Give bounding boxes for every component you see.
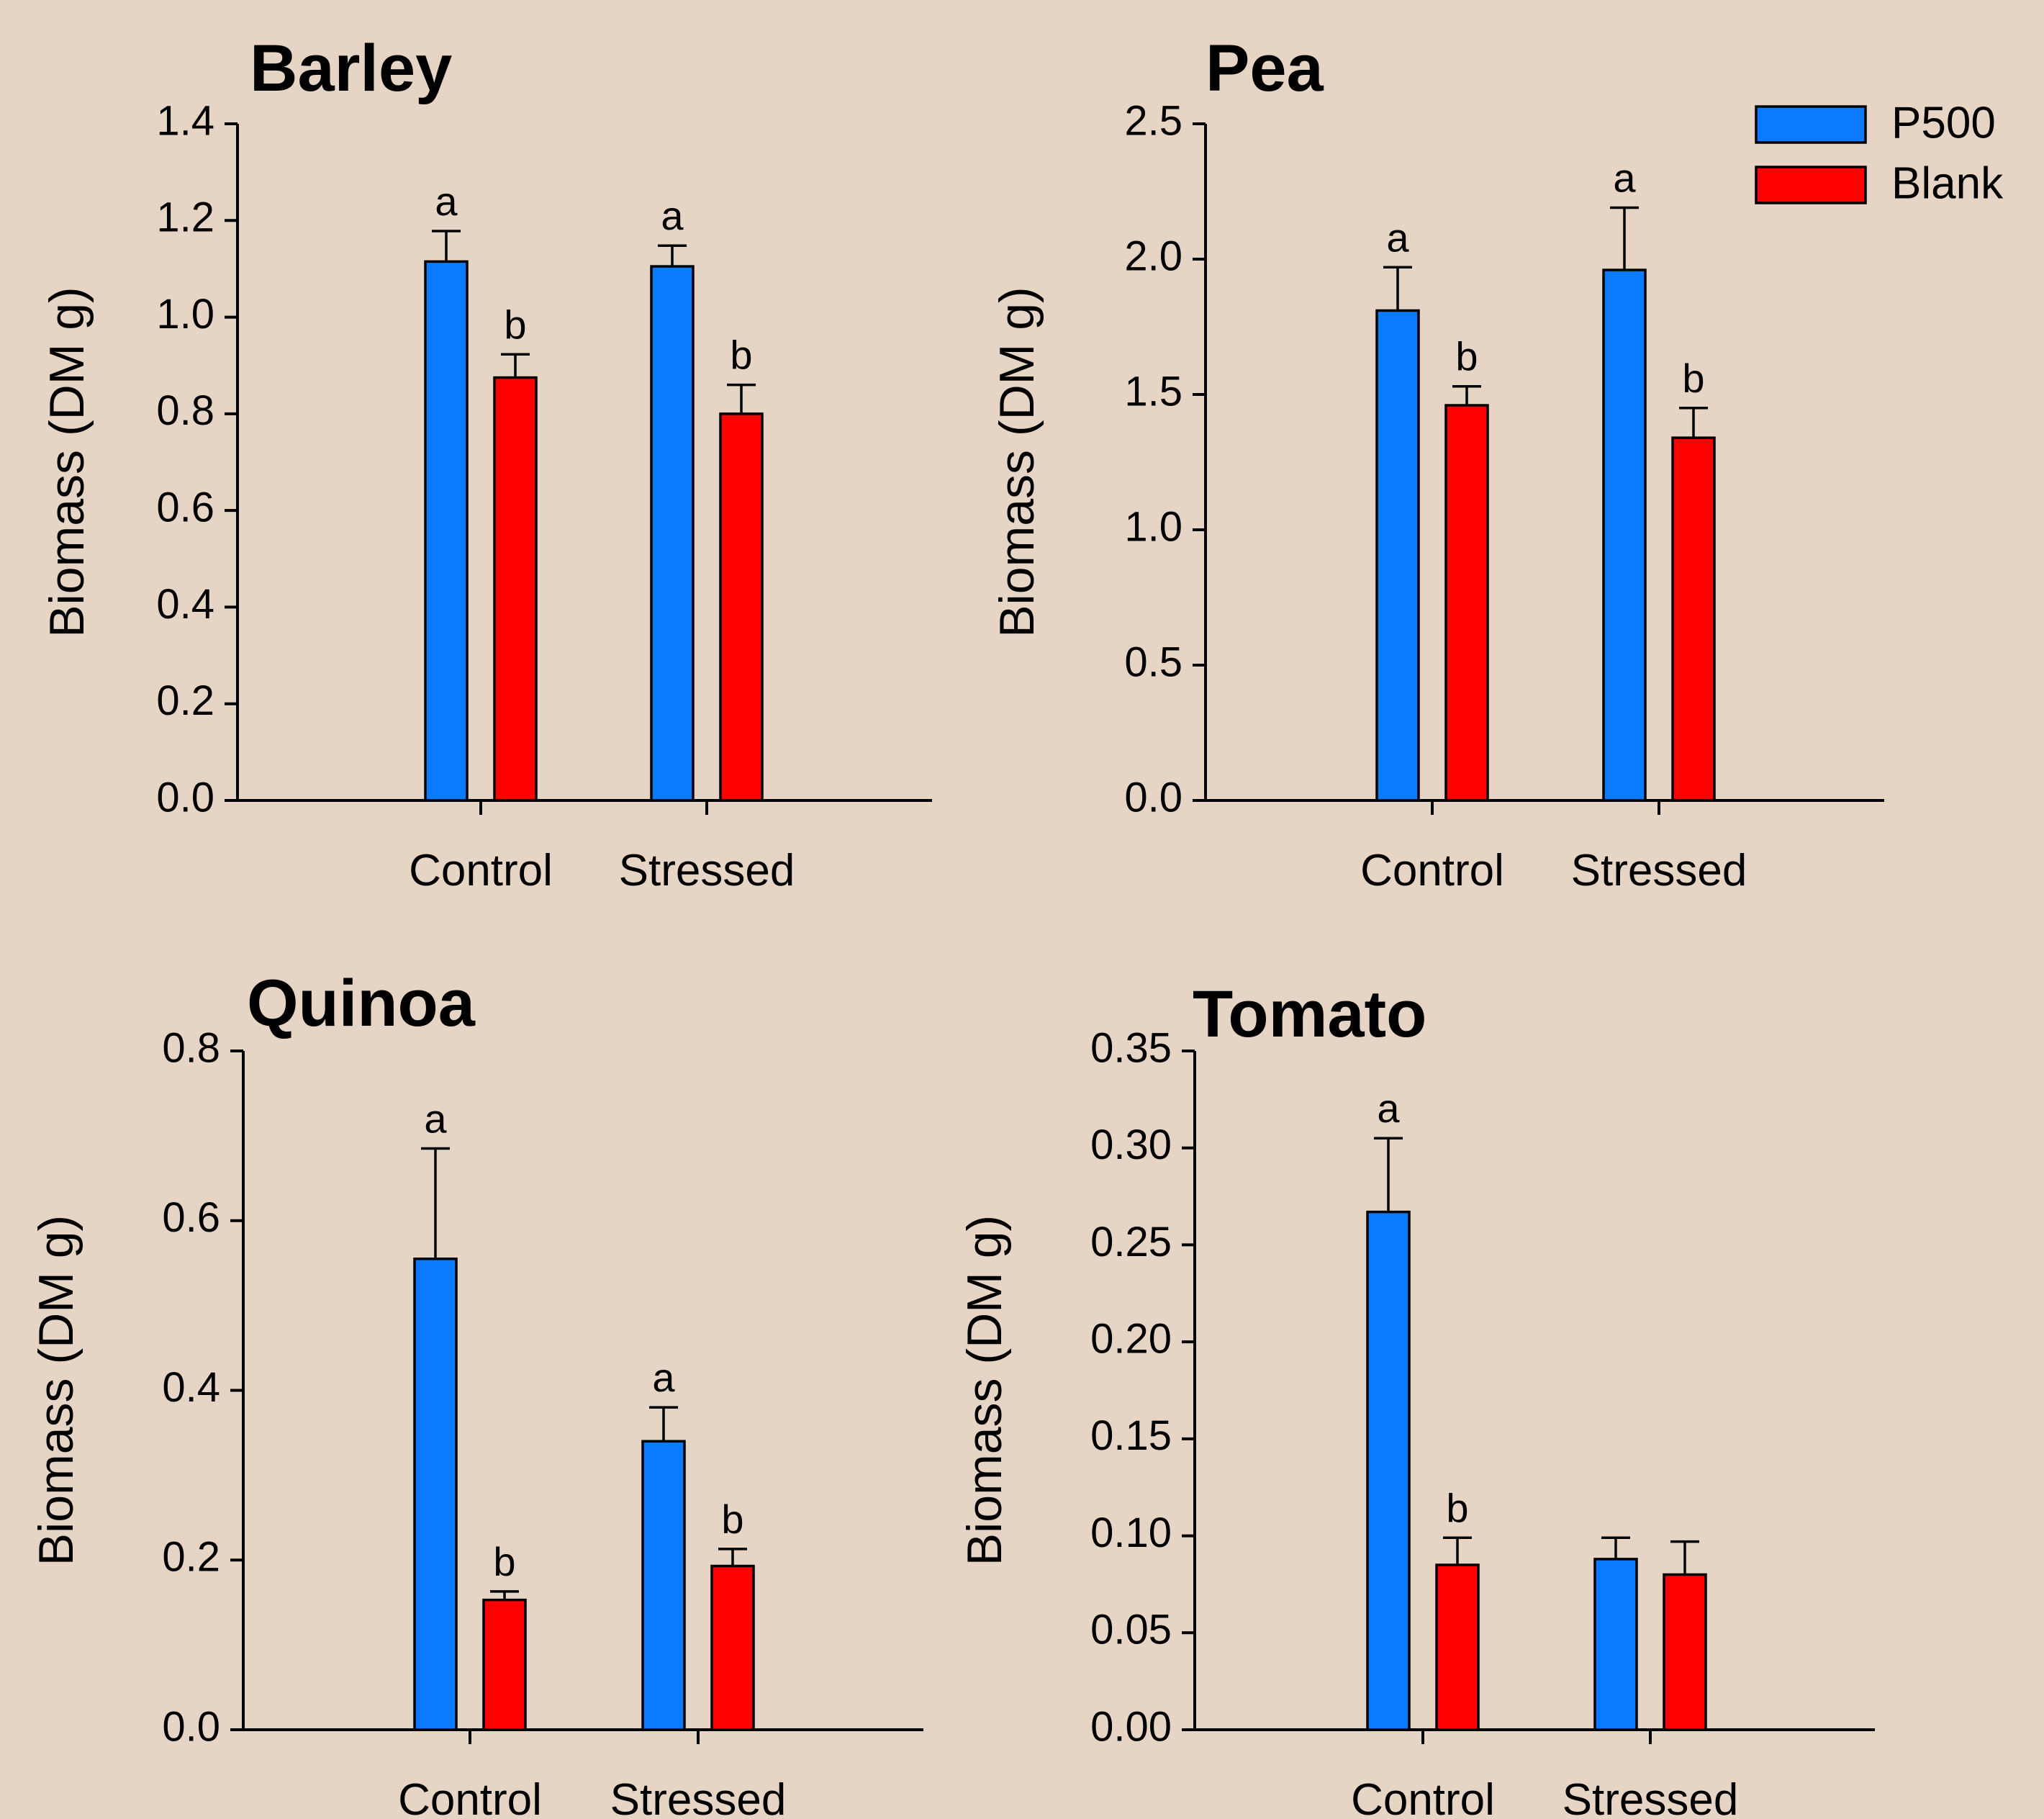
significance-letter: b	[1682, 356, 1704, 401]
bar-blank-stressed	[1671, 436, 1716, 802]
y-tick-label: 1.0	[156, 291, 214, 338]
significance-letter: a	[435, 179, 458, 224]
y-tick-label: 0.4	[156, 581, 214, 628]
significance-letter: a	[1613, 155, 1636, 201]
x-category-label-control: Control	[1360, 846, 1504, 895]
x-category-label-stressed: Stressed	[1563, 1775, 1739, 1819]
bar-blank-control	[1444, 404, 1489, 802]
significance-letter: b	[730, 333, 752, 378]
y-tick-label: 0.0	[162, 1703, 220, 1750]
legend-swatch-p500	[1755, 105, 1867, 144]
significance-letter: a	[1386, 215, 1409, 260]
y-tick-label: 0.05	[1090, 1607, 1172, 1653]
significance-letter: a	[652, 1355, 675, 1400]
panel-title: Tomato	[1193, 978, 1426, 1051]
bar-p500-stressed	[641, 1440, 686, 1731]
y-tick-label: 0.4	[162, 1364, 220, 1411]
x-category-label-stressed: Stressed	[619, 846, 795, 895]
y-tick-label: 0.2	[156, 677, 214, 724]
bar-blank-control	[1435, 1563, 1480, 1731]
bar-blank-stressed	[719, 412, 764, 802]
y-tick-label: 0.8	[162, 1024, 220, 1071]
y-tick-label: 0.10	[1090, 1509, 1172, 1556]
legend-label-p500: P500	[1891, 98, 1996, 148]
y-tick-label: 0.0	[1124, 774, 1182, 821]
quinoa-panel: Quinoa Biomass (DM g) 0.0 0.2 0.4 0.6 0.8 Con…	[29, 967, 923, 1819]
y-tick-label: 0.2	[162, 1534, 220, 1581]
bar-p500-control	[413, 1258, 458, 1731]
x-category-label-control: Control	[1351, 1775, 1495, 1819]
y-tick-label: 0.35	[1090, 1024, 1172, 1071]
y-tick-label: 0.30	[1090, 1121, 1172, 1168]
legend: P500 Blank	[1755, 98, 2004, 208]
panel-title: Barley	[250, 32, 452, 105]
significance-letter: b	[493, 1539, 515, 1584]
significance-letter: b	[1446, 1485, 1468, 1530]
bar-blank-control	[493, 376, 538, 802]
x-category-label-stressed: Stressed	[1571, 846, 1747, 895]
significance-letter: a	[1377, 1085, 1400, 1131]
y-tick-label: 1.5	[1124, 368, 1182, 415]
barley-panel: Barley Biomass (DM g) 0.0 0.2 0.4 0.6 0.8 1.0…	[40, 32, 932, 895]
legend-swatch-blank	[1755, 166, 1867, 204]
y-tick-label: 0.15	[1090, 1412, 1172, 1459]
tomato-panel: Tomato Biomass (DM g) 0.00 0.05 0.10 0.15 0.…	[957, 978, 1875, 1819]
y-tick-label: 1.2	[156, 194, 214, 241]
y-tick-label: 0.6	[156, 484, 214, 531]
bar-blank-stressed	[710, 1564, 755, 1731]
pea-panel: Pea Biomass (DM g) 0.0 0.5 1.0 1.5 2.0 2.5 Con…	[990, 32, 1884, 895]
bar-blank-control	[482, 1598, 527, 1731]
bar-p500-control	[424, 260, 469, 802]
y-axis-label: Biomass (DM g)	[957, 1215, 1012, 1566]
y-axis-label: Biomass (DM g)	[29, 1215, 83, 1566]
significance-letter: a	[661, 193, 684, 238]
y-axis-label: Biomass (DM g)	[40, 286, 94, 637]
bar-p500-stressed	[1593, 1558, 1638, 1731]
x-category-label-control: Control	[409, 846, 553, 895]
y-axis-label: Biomass (DM g)	[990, 286, 1044, 637]
significance-letter: b	[721, 1497, 743, 1542]
significance-letter: b	[504, 302, 526, 347]
bar-p500-stressed	[1602, 268, 1647, 802]
panel-title: Pea	[1206, 32, 1324, 105]
x-category-label-control: Control	[398, 1775, 542, 1819]
y-tick-label: 0.5	[1124, 638, 1182, 685]
y-tick-label: 1.0	[1124, 503, 1182, 550]
y-tick-label: 1.4	[156, 97, 214, 144]
significance-letter: a	[424, 1096, 447, 1142]
significance-letter: b	[1455, 334, 1478, 379]
y-tick-label: 2.5	[1124, 97, 1182, 144]
y-tick-label: 0.6	[162, 1194, 220, 1241]
bar-p500-stressed	[650, 265, 695, 802]
x-category-label-stressed: Stressed	[610, 1775, 787, 1819]
bar-p500-control	[1366, 1210, 1411, 1731]
bar-blank-stressed	[1663, 1573, 1707, 1731]
y-tick-label: 2.0	[1124, 233, 1182, 279]
y-tick-label: 0.25	[1090, 1219, 1172, 1265]
y-tick-label: 0.00	[1090, 1703, 1172, 1750]
y-tick-label: 0.8	[156, 387, 214, 434]
y-tick-label: 0.0	[156, 774, 214, 821]
y-tick-label: 0.20	[1090, 1315, 1172, 1362]
panel-title: Quinoa	[247, 967, 476, 1040]
bar-p500-control	[1375, 309, 1420, 802]
legend-label-blank: Blank	[1891, 158, 2004, 208]
